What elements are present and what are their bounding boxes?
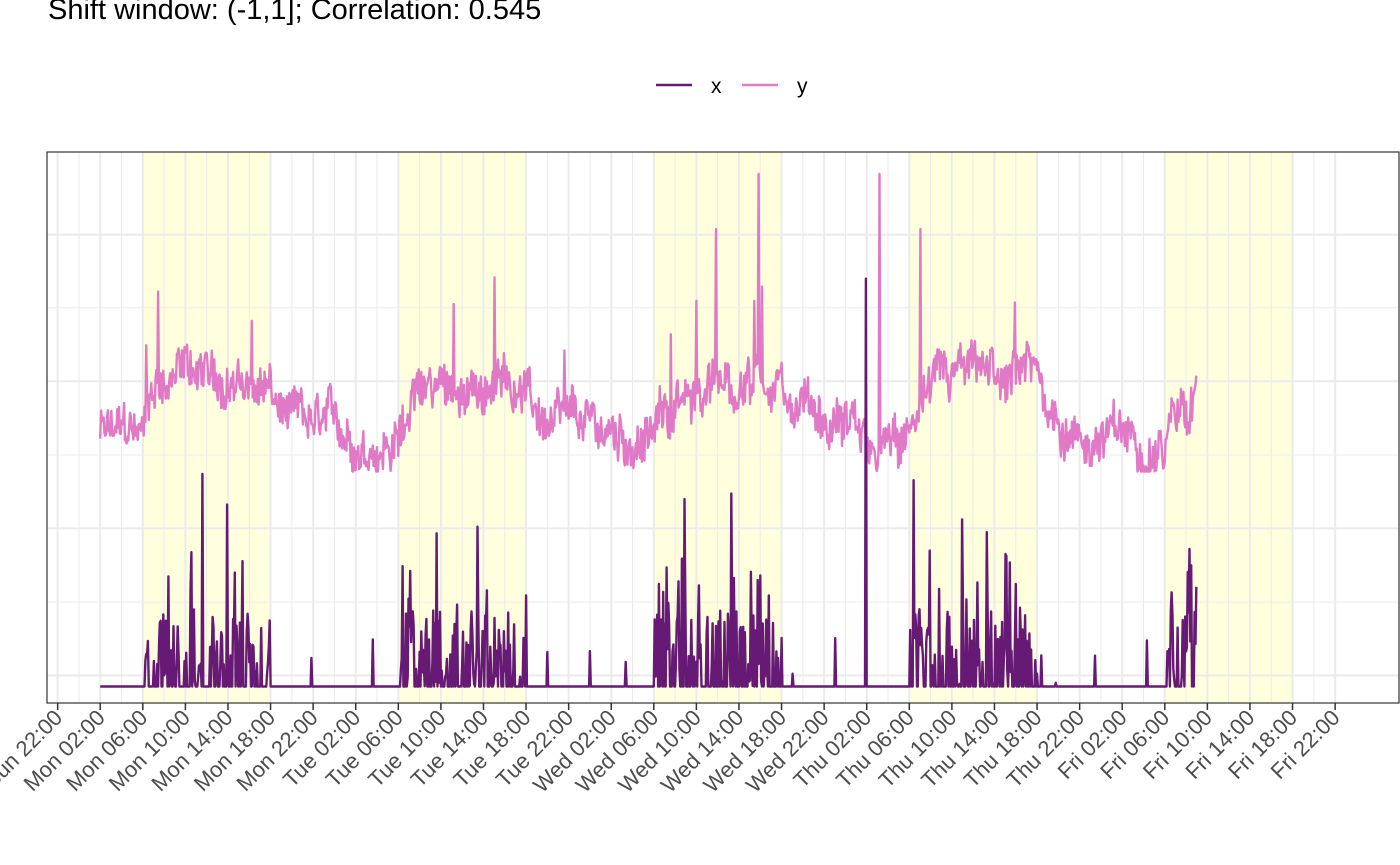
- legend-label-y: y: [797, 75, 808, 98]
- series-lines: [99, 172, 1198, 688]
- plot-panel: [46, 151, 1400, 704]
- panel-border: [46, 151, 1400, 704]
- series-y-line: [99, 172, 1198, 473]
- series-x-line: [99, 277, 1198, 688]
- legend-label-x: x: [711, 75, 722, 98]
- chart-title: Shift window: (-1,1]; Correlation: 0.545: [48, 0, 542, 26]
